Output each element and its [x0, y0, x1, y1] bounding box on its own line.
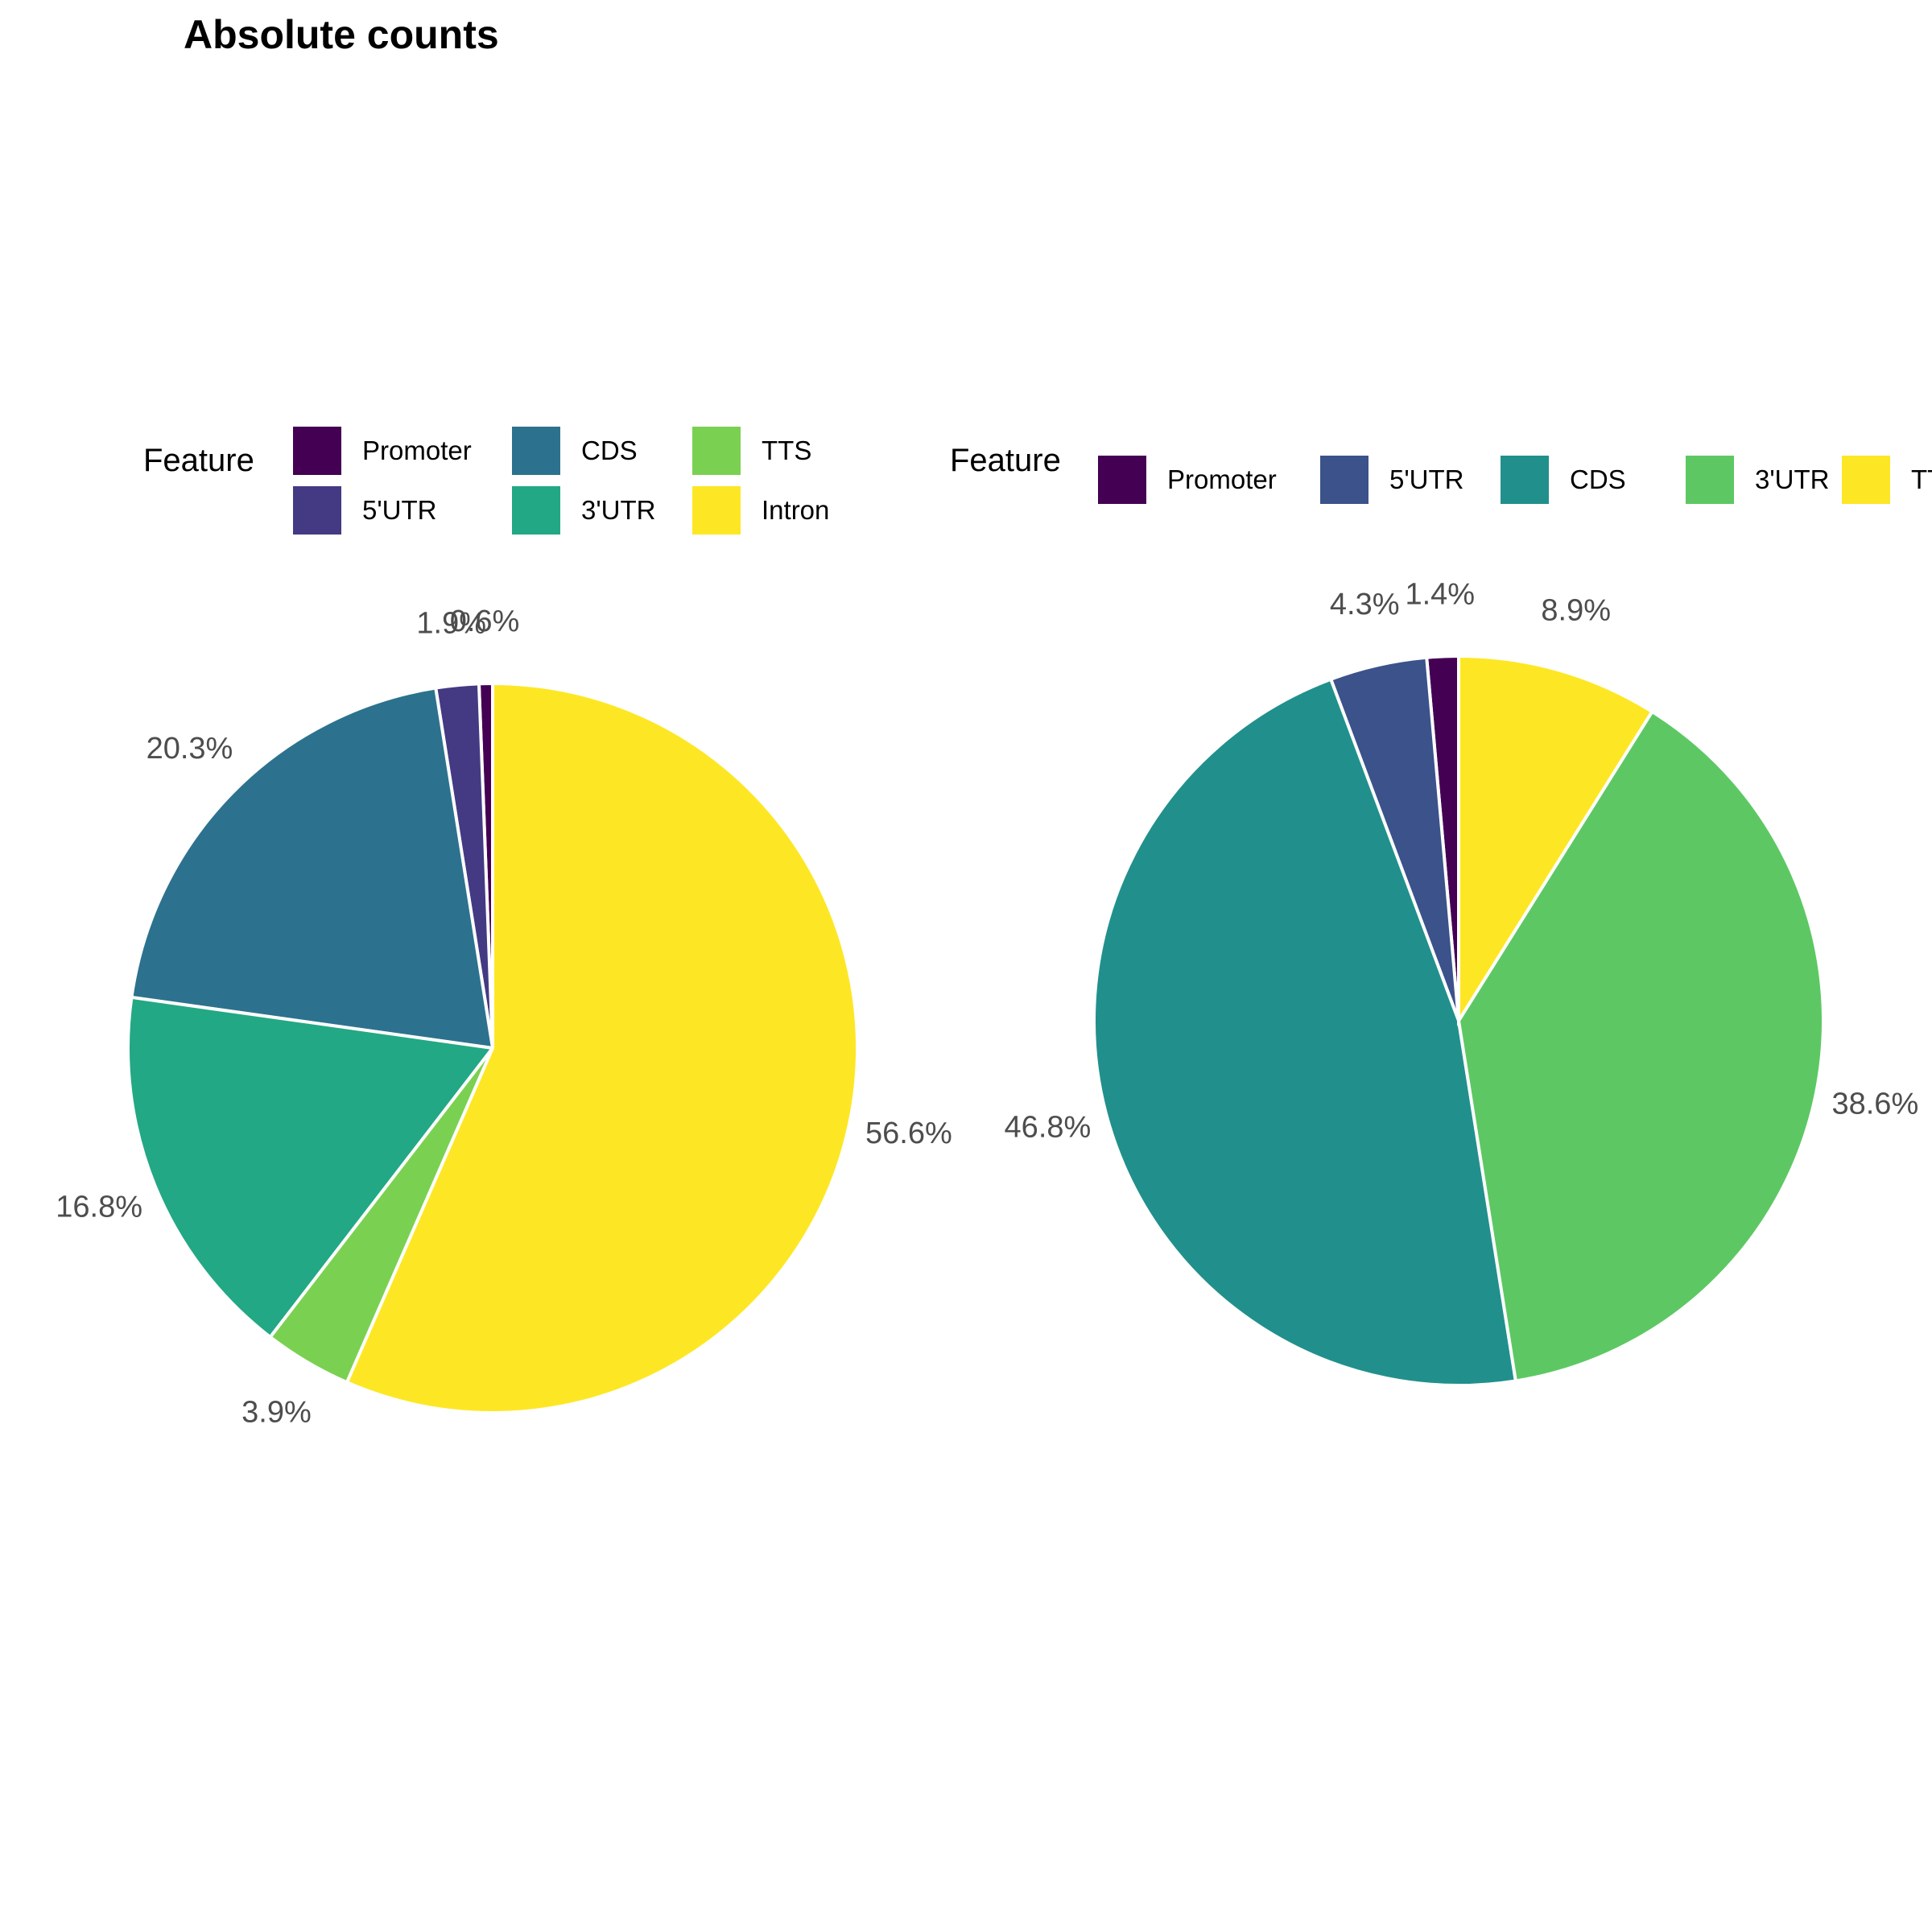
legend-swatch: [692, 486, 741, 535]
slice-label-tts: 3.9%: [242, 1396, 312, 1430]
legend-label: Promoter: [362, 436, 472, 465]
pie-chart-1: 0.6%1.9% 20.3% 16.8% 3.9% 56.6%: [56, 605, 952, 1430]
legend-item-tts: TTS: [1842, 456, 1932, 504]
slice-label-promoter: 0.6%: [450, 605, 520, 638]
legend-item-3-utr: 3'UTR: [512, 486, 655, 535]
legend-swatch: [1098, 456, 1146, 504]
legend-title: Feature: [143, 443, 254, 478]
slice-label-cds: 20.3%: [147, 732, 233, 766]
legend-swatch: [1686, 456, 1734, 504]
legend-item-5-utr: 5'UTR: [1320, 456, 1463, 504]
slice-label-intron: 56.6%: [865, 1117, 952, 1150]
legend-label: 5'UTR: [1389, 464, 1464, 494]
legend-label: CDS: [1570, 464, 1626, 494]
legend-swatch: [1501, 456, 1549, 504]
legend-swatch: [1842, 456, 1890, 504]
legend-item-cds: CDS: [512, 427, 638, 475]
slice-label-5-utr: 4.3%: [1330, 588, 1400, 621]
legend-label: 3'UTR: [1755, 464, 1830, 494]
legend-swatch: [1320, 456, 1368, 504]
slice-cds: [130, 686, 495, 1051]
legend-swatch: [692, 427, 741, 475]
legend-item-tts: TTS: [692, 427, 811, 475]
legend-swatch: [512, 427, 560, 475]
legend-label: Intron: [762, 495, 830, 525]
slice-3-utr: [1456, 709, 1825, 1383]
legend-item-3-utr: 3'UTR: [1686, 456, 1829, 504]
slice-label-3-utr: 38.6%: [1831, 1087, 1918, 1121]
legend-label: CDS: [581, 436, 638, 465]
slice-label-5-utr: 1.9%: [416, 607, 486, 641]
legend-item-promoter: Promoter: [293, 427, 472, 475]
legend-item-cds: CDS: [1501, 456, 1626, 504]
legend-item-promoter: Promoter: [1098, 456, 1277, 504]
legend-label: 3'UTR: [581, 495, 656, 525]
slice-label-promoter: 1.4%: [1405, 578, 1475, 612]
slice-label-cds: 46.8%: [1005, 1111, 1092, 1145]
legend-item-5-utr: 5'UTR: [293, 486, 436, 535]
legend-label: TTS: [762, 436, 812, 465]
slice-intron: [345, 681, 859, 1414]
slice-cds: [1092, 677, 1518, 1387]
slice-tts: [1457, 654, 1655, 1026]
legend-item-intron: Intron: [692, 486, 829, 535]
legend-swatch: [512, 486, 560, 535]
legend-label: 5'UTR: [362, 495, 437, 525]
slice-label-tts: 8.9%: [1541, 594, 1611, 628]
chart-title: Absolute counts: [184, 12, 499, 57]
legend-title: Feature: [950, 443, 1061, 478]
pie-chart-2: 1.4%4.3% 46.8% 38.6% 8.9%: [1005, 578, 1918, 1387]
slice-label-3-utr: 16.8%: [56, 1191, 142, 1224]
legend-swatch: [293, 427, 341, 475]
slice-3-utr: [126, 995, 496, 1340]
legend-label: TTS: [1911, 464, 1932, 494]
legend-swatch: [293, 486, 341, 535]
legend-label: Promoter: [1167, 464, 1277, 494]
